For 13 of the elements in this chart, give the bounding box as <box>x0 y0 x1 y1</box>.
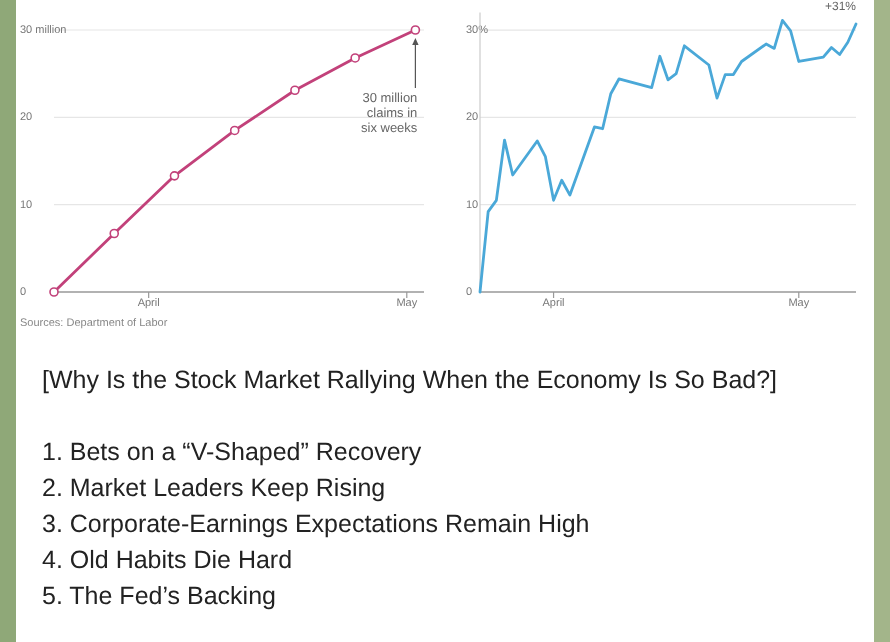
text: 2. Market Leaders Keep Rising <box>42 474 386 502</box>
text: 1. Bets on a “V-Shaped” Recovery <box>42 438 423 466</box>
point <box>229 125 240 136</box>
text: 5. The Fed’s Backing <box>42 582 277 610</box>
text: 4. Old Habits Die Hard <box>42 546 293 574</box>
text: 3. Corporate-Earnings Expectations Remain High <box>42 510 590 538</box>
point <box>49 287 59 297</box>
point <box>109 228 120 239</box>
point <box>290 85 300 96</box>
point <box>410 25 421 35</box>
point <box>169 171 180 181</box>
text: [Why Is the Stock Market Rallying When the Economy Is So Bad?] <box>42 366 778 394</box>
point <box>350 53 360 63</box>
